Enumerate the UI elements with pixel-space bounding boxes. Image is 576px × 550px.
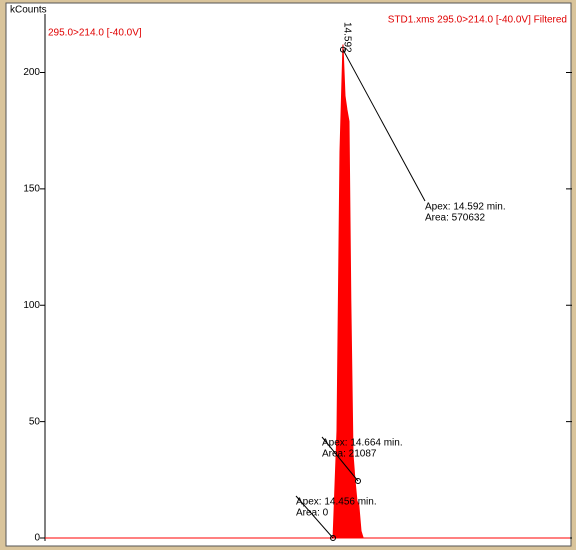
plot-frame (5, 2, 572, 547)
y-tick-label: 50 (29, 416, 41, 427)
leader-line (342, 49, 426, 202)
y-tick-label: 150 (23, 184, 40, 195)
leader-line (321, 436, 359, 482)
chart-title: STD1.xms 295.0>214.0 [-40.0V] Filtered (388, 15, 567, 26)
peak-marker (339, 46, 346, 53)
y-tick-label: 200 (23, 67, 40, 78)
y-tick-label: 0 (34, 533, 40, 544)
peak-marker (330, 535, 336, 541)
y-axis-label: kCounts (10, 5, 47, 16)
peak-label: 14.592 (341, 22, 352, 53)
annotation-area: Area: 21087 (322, 449, 377, 460)
annotation-apex: Apex: 14.664 min. (322, 438, 403, 449)
peak-marker (355, 478, 361, 484)
trace-label: 295.0>214.0 [-40.0V] (48, 28, 142, 39)
leader-line (295, 495, 334, 539)
y-tick-label: 100 (23, 300, 40, 311)
annotation-apex: Apex: 14.592 min. (425, 202, 506, 213)
annotation-apex: Apex: 14.456 min. (296, 497, 377, 508)
annotation-area: Area: 570632 (425, 213, 485, 224)
peak-area (45, 44, 570, 539)
annotation-area: Area: 0 (296, 508, 329, 519)
